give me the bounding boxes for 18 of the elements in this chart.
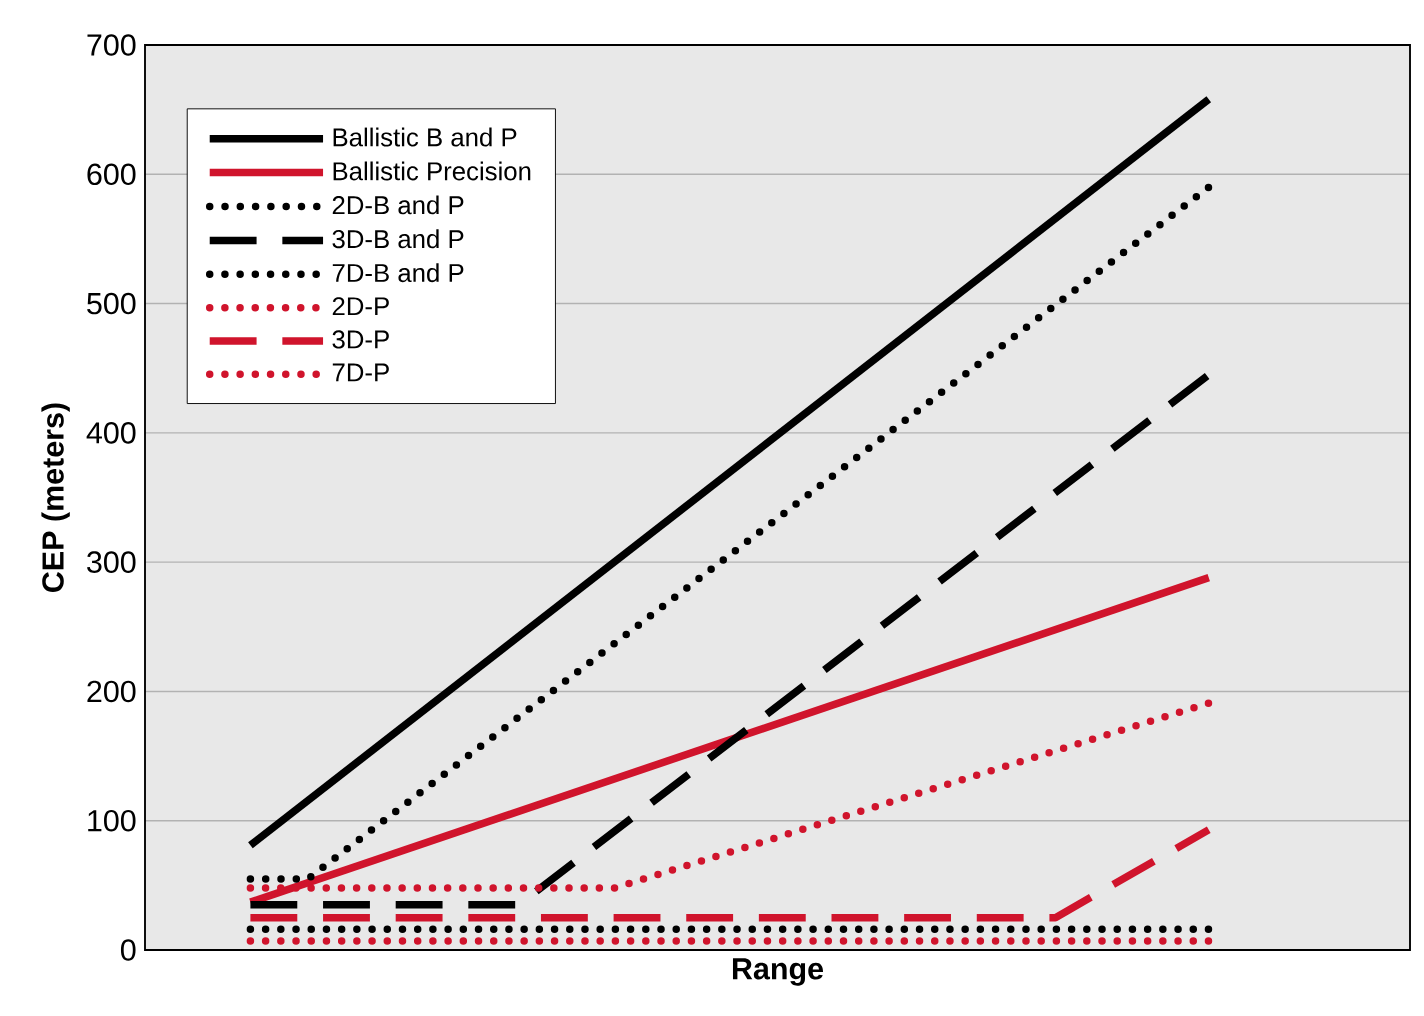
y-tick-label: 200 [87, 680, 136, 703]
legend-label: Ballistic B and P [333, 127, 517, 147]
x-axis-title: Range [732, 958, 824, 986]
y-tick-label: 500 [87, 292, 136, 315]
legend-label: 7D-B and P [332, 263, 464, 283]
legend-label: 2D-P [332, 297, 389, 316]
y-tick-label: 700 [87, 34, 136, 56]
y-tick-label: 300 [87, 551, 136, 573]
legend-label: 7D-P [332, 363, 389, 382]
y-tick-label: 600 [87, 163, 136, 186]
y-axis-title: CEP (meters) [41, 403, 70, 592]
legend-label: Ballistic Precision [333, 161, 531, 181]
legend-label: 3D-B and P [332, 229, 464, 249]
legend-label: 3D-P [332, 330, 389, 349]
y-tick-label: 0 [120, 939, 136, 961]
y-tick-label: 100 [88, 809, 136, 832]
legend-label: 2D-B and P [332, 195, 464, 215]
y-tick-label: 400 [86, 422, 136, 444]
